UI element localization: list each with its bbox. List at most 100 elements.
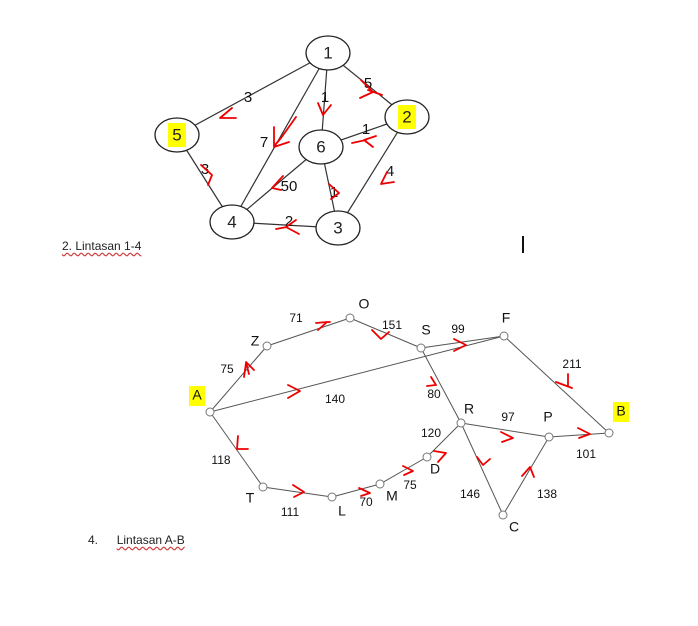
red-arrow-icon	[521, 466, 535, 478]
graph2-node-C	[498, 510, 508, 520]
graph2-edge-R-C	[460, 422, 504, 516]
graph2-node-label: T	[246, 490, 255, 506]
graph1-edge-weight: 1	[321, 89, 329, 106]
graph2-node-P	[544, 432, 554, 442]
graph2-node-labels: A Z O S F B R P C D M L T	[189, 296, 629, 535]
red-arrow-icon	[271, 175, 284, 191]
graph2-edge-L-M	[331, 483, 381, 498]
red-arrow-icon	[380, 171, 395, 185]
graph2-edge-weight: 211	[562, 357, 581, 371]
graph2-node-label: L	[338, 503, 346, 519]
graph1-node-label: 5	[172, 125, 181, 144]
graph1-node-label: 4	[227, 212, 236, 231]
graph2-node-T	[258, 482, 268, 492]
graph2-edge-Z-O	[266, 317, 351, 347]
graph1-edge-weight: 4	[386, 163, 394, 180]
graph2-edge-weight: 146	[460, 487, 480, 501]
graph2-edge-weight: 97	[501, 410, 515, 424]
graph2-node-label: B	[616, 403, 625, 419]
graph2-node-label: M	[386, 488, 398, 504]
graph1-node-label: 6	[316, 137, 325, 156]
caption-graph2: 4. Lintasan A-B	[88, 533, 185, 547]
graph1-node-circle	[209, 204, 255, 240]
red-arrow-icon	[243, 361, 255, 378]
graph1-node-label: 3	[333, 218, 342, 237]
graph2-nodes	[205, 313, 614, 520]
graph2-node-A	[205, 407, 215, 417]
red-arrow-icon	[236, 435, 249, 450]
graph2-edge-weight: 138	[537, 487, 557, 501]
graph2-edge-weight: 101	[576, 447, 596, 461]
text-cursor	[522, 236, 524, 253]
red-arrow-icon	[273, 116, 297, 148]
graph2-node-label: O	[359, 296, 370, 312]
caption-graph1-text: 2. Lintasan 1-4	[62, 239, 142, 253]
graph2-edge-A-Z	[209, 345, 268, 413]
caption-graph2-text: Lintasan A-B	[116, 533, 185, 547]
graph1-node-circle	[305, 35, 351, 71]
graph1-edge-weight: 1	[330, 184, 338, 201]
graph2-node-label: S	[421, 322, 430, 338]
graph2-edge-S-F	[420, 335, 505, 349]
red-direction-marks	[200, 79, 591, 498]
graph2-node-label: Z	[251, 333, 260, 349]
graph2-node-label: C	[509, 519, 519, 535]
red-arrow-icon	[287, 384, 301, 399]
graph1-node-circle	[298, 129, 344, 165]
graph1-node-highlight	[398, 105, 416, 129]
graph2-node-highlight	[613, 402, 629, 422]
graph2-edge-A-F	[209, 335, 505, 413]
red-arrow-icon	[500, 431, 514, 443]
red-arrow-icon	[200, 164, 213, 186]
graph1-node-label: 2	[402, 107, 411, 126]
red-arrow-icon	[476, 456, 491, 466]
graph2-edge-weight: 80	[427, 387, 441, 401]
red-arrow-icon	[358, 487, 371, 497]
graph2-edge-weight: 75	[220, 362, 234, 376]
graph1-edges	[176, 52, 408, 229]
graph1-node-label: 1	[323, 43, 332, 62]
graph1-edge-weight: 50	[281, 178, 298, 195]
graph1-edge-weight: 2	[285, 213, 293, 230]
graph1-node-circle	[315, 210, 361, 246]
red-arrow-icon	[453, 338, 467, 352]
graph2-edge-O-S	[349, 317, 422, 349]
graph1-edge-n1-n4	[231, 52, 329, 223]
graph2-edge-weight: 118	[211, 453, 230, 467]
red-arrow-icon	[275, 219, 300, 235]
graph1-edge-weight: 7	[260, 134, 268, 151]
graph2-node-O	[345, 313, 355, 323]
red-arrow-icon	[371, 329, 390, 340]
graph2-edge-weight: 120	[421, 426, 441, 440]
graph2-edge-D-R	[426, 422, 462, 458]
graph1-node-highlight	[168, 123, 186, 147]
red-arrow-icon	[292, 484, 305, 498]
graph2-edge-weight: 151	[382, 318, 402, 332]
graph1-nodes: 1 2 3 4 5 6	[154, 35, 430, 246]
graph1-edge-n1-n5	[176, 52, 329, 136]
graph2-edge-F-B	[503, 335, 610, 434]
graph2-edge-weight: 75	[403, 478, 417, 492]
graph1-edge-weight: 1	[362, 121, 370, 138]
red-arrow-icon	[402, 465, 414, 476]
graph2-edge-C-P	[502, 436, 550, 516]
graph2-node-M	[375, 479, 385, 489]
red-arrow-icon	[328, 183, 340, 200]
graph2-node-label: P	[543, 409, 552, 425]
graph2-node-B	[604, 428, 614, 438]
graph2-node-highlight	[189, 386, 205, 406]
caption-graph1: 2. Lintasan 1-4	[62, 239, 141, 253]
graph2-edge-R-P	[460, 422, 550, 438]
graph1-edge-weight: 3	[244, 89, 252, 106]
graph2-node-L	[327, 492, 337, 502]
red-arrow-icon	[359, 79, 383, 99]
graph2-node-label: D	[430, 461, 440, 477]
graph2-edge-M-D	[379, 456, 428, 485]
graph2-node-Z	[262, 341, 272, 351]
graph2-node-D	[422, 452, 432, 462]
red-arrow-icon	[426, 376, 437, 387]
graph2-edge-P-B	[548, 432, 610, 438]
graph2-node-label: A	[192, 387, 202, 403]
red-arrow-icon	[555, 373, 573, 389]
red-arrow-icon	[433, 450, 447, 463]
